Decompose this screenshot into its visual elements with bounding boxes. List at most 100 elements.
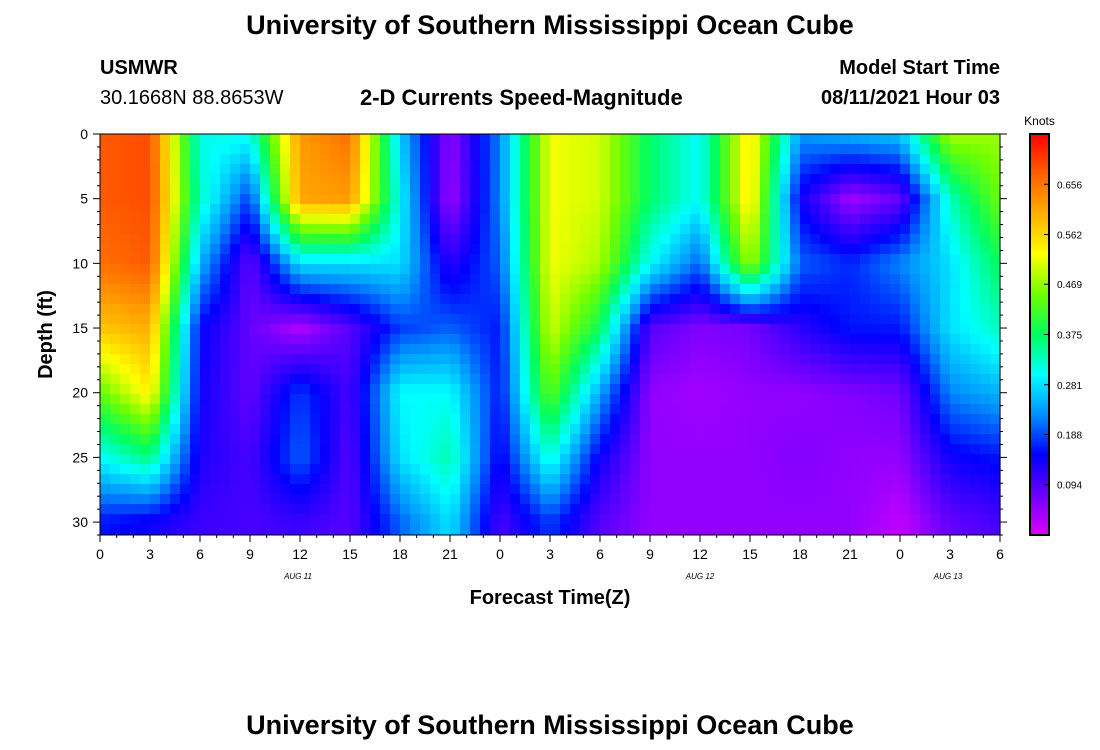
heatmap-cell — [820, 494, 831, 505]
heatmap-cell — [110, 204, 121, 215]
heatmap-cell — [940, 304, 951, 315]
heatmap-cell — [340, 324, 351, 335]
heatmap-cell — [630, 464, 641, 475]
heatmap-cell — [900, 514, 911, 525]
heatmap-cell — [490, 444, 501, 455]
heatmap-cell — [470, 204, 481, 215]
heatmap-cell — [880, 314, 891, 325]
heatmap-cell — [160, 144, 171, 155]
colorbar-label: Knots — [1024, 114, 1055, 128]
heatmap-cell — [630, 414, 641, 425]
heatmap-cell — [490, 244, 501, 255]
heatmap-cell — [590, 364, 601, 375]
heatmap-cell — [370, 204, 381, 215]
heatmap-cell — [870, 364, 881, 375]
heatmap-cell — [850, 454, 861, 465]
heatmap-cell — [180, 284, 191, 295]
heatmap-cell — [680, 284, 691, 295]
heatmap-cell — [120, 524, 131, 535]
heatmap-cell — [180, 274, 191, 285]
heatmap-cell — [770, 274, 781, 285]
heatmap-cell — [100, 304, 111, 315]
heatmap-cell — [710, 424, 721, 435]
heatmap-cell — [370, 244, 381, 255]
heatmap-cell — [190, 384, 201, 395]
heatmap-cell — [310, 354, 321, 365]
heatmap-cell — [190, 244, 201, 255]
heatmap-cell — [110, 134, 121, 145]
heatmap-cell — [260, 404, 271, 415]
heatmap-cell — [530, 434, 541, 445]
heatmap-cell — [600, 414, 611, 425]
heatmap-cell — [990, 164, 1001, 175]
heatmap-cell — [620, 394, 631, 405]
heatmap-cell — [670, 324, 681, 335]
heatmap-cell — [900, 194, 911, 205]
heatmap-cell — [470, 334, 481, 345]
heatmap-cell — [410, 434, 421, 445]
heatmap-cell — [240, 364, 251, 375]
heatmap-cell — [970, 164, 981, 175]
heatmap-cell — [820, 524, 831, 535]
heatmap-cell — [320, 394, 331, 405]
heatmap-cell — [220, 144, 231, 155]
heatmap-cell — [260, 504, 271, 515]
heatmap-cell — [250, 264, 261, 275]
heatmap-cell — [980, 164, 991, 175]
heatmap-cell — [950, 454, 961, 465]
heatmap-cell — [130, 374, 141, 385]
heatmap-cell — [520, 394, 531, 405]
heatmap-cell — [520, 234, 531, 245]
heatmap-cell — [320, 184, 331, 195]
heatmap-cell — [850, 244, 861, 255]
heatmap-cell — [540, 484, 551, 495]
heatmap-cell — [390, 454, 401, 465]
heatmap-cell — [910, 154, 921, 165]
heatmap-cell — [810, 154, 821, 165]
heatmap-cell — [950, 444, 961, 455]
heatmap-cell — [920, 404, 931, 415]
heatmap-cell — [910, 254, 921, 265]
heatmap-cell — [980, 174, 991, 185]
heatmap-cell — [760, 134, 771, 145]
heatmap-cell — [590, 524, 601, 535]
heatmap-cell — [310, 424, 321, 435]
heatmap-cell — [240, 414, 251, 425]
heatmap-cell — [280, 514, 291, 525]
heatmap-cell — [400, 474, 411, 485]
heatmap-cell — [970, 314, 981, 325]
heatmap-cell — [800, 304, 811, 315]
y-tick-label: 5 — [80, 191, 88, 207]
heatmap-cell — [160, 304, 171, 315]
heatmap-cell — [870, 414, 881, 425]
heatmap-cell — [170, 304, 181, 315]
heatmap-cell — [950, 134, 961, 145]
heatmap-cell — [370, 334, 381, 345]
heatmap-cell — [120, 274, 131, 285]
heatmap-cell — [630, 264, 641, 275]
heatmap-cell — [130, 194, 141, 205]
heatmap-cell — [340, 194, 351, 205]
heatmap-cell — [890, 194, 901, 205]
heatmap-cell — [230, 294, 241, 305]
heatmap-cell — [830, 524, 841, 535]
heatmap-cell — [220, 334, 231, 345]
heatmap-cell — [430, 274, 441, 285]
heatmap-cell — [190, 284, 201, 295]
heatmap-cell — [220, 294, 231, 305]
heatmap-cell — [510, 294, 521, 305]
heatmap-cell — [490, 384, 501, 395]
heatmap-cell — [350, 434, 361, 445]
heatmap-cell — [470, 284, 481, 295]
heatmap-cell — [290, 264, 301, 275]
heatmap-cell — [800, 324, 811, 335]
heatmap-cell — [310, 274, 321, 285]
heatmap-cell — [100, 434, 111, 445]
heatmap-cell — [130, 514, 141, 525]
heatmap-cell — [190, 274, 201, 285]
heatmap-cell — [180, 494, 191, 505]
heatmap-cell — [450, 194, 461, 205]
heatmap-cell — [970, 524, 981, 535]
heatmap-cell — [680, 164, 691, 175]
